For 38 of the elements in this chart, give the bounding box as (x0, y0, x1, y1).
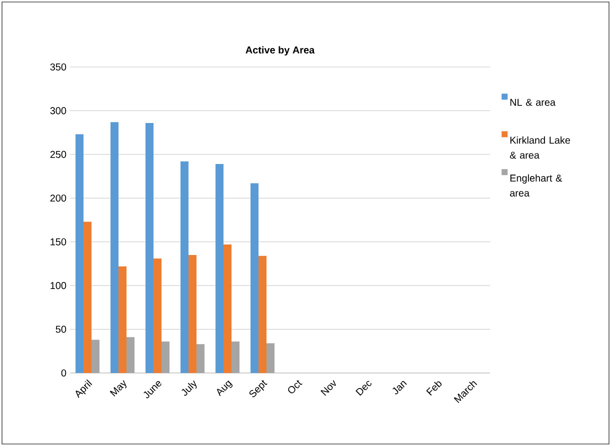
y-tick-label: 250 (50, 150, 66, 158)
bar (232, 342, 240, 373)
x-tick-label: Feb (426, 381, 442, 396)
legend-label: Englehart & area (510, 174, 562, 197)
bar (146, 122, 154, 373)
x-tick-label: Oct (288, 380, 302, 394)
x-tick-label: Nov (320, 380, 336, 396)
y-tick-label: 200 (50, 194, 66, 202)
bar (180, 161, 189, 373)
x-tick-label: Jan (392, 381, 407, 394)
x-tick-label: July (182, 380, 197, 396)
y-tick-label: 50 (56, 326, 66, 333)
bar (110, 122, 119, 373)
bar (250, 183, 259, 373)
bar (216, 164, 224, 373)
y-tick-label: 0 (61, 369, 66, 377)
chart-title: Active by Area (246, 46, 315, 56)
bar (188, 254, 197, 373)
x-tick-label: May (110, 380, 126, 397)
legend-label: NL & area (510, 98, 556, 106)
bar (266, 343, 275, 373)
bar (154, 258, 162, 373)
y-tick-label: 350 (50, 63, 66, 71)
x-tick-label: Dec (356, 380, 372, 396)
bar (92, 340, 100, 373)
bar (162, 342, 170, 373)
bar (118, 266, 127, 373)
y-tick-label: 150 (50, 238, 66, 246)
bar (76, 134, 84, 373)
legend-label: Kirkland Lake & area (510, 136, 570, 159)
bar (224, 244, 232, 373)
y-tick-label: 100 (50, 282, 66, 290)
bar (258, 256, 267, 373)
bar (126, 337, 135, 373)
x-tick-label: Aug (216, 380, 233, 396)
bar (84, 222, 92, 373)
y-tick-label: 300 (50, 107, 66, 114)
bar (196, 344, 205, 373)
